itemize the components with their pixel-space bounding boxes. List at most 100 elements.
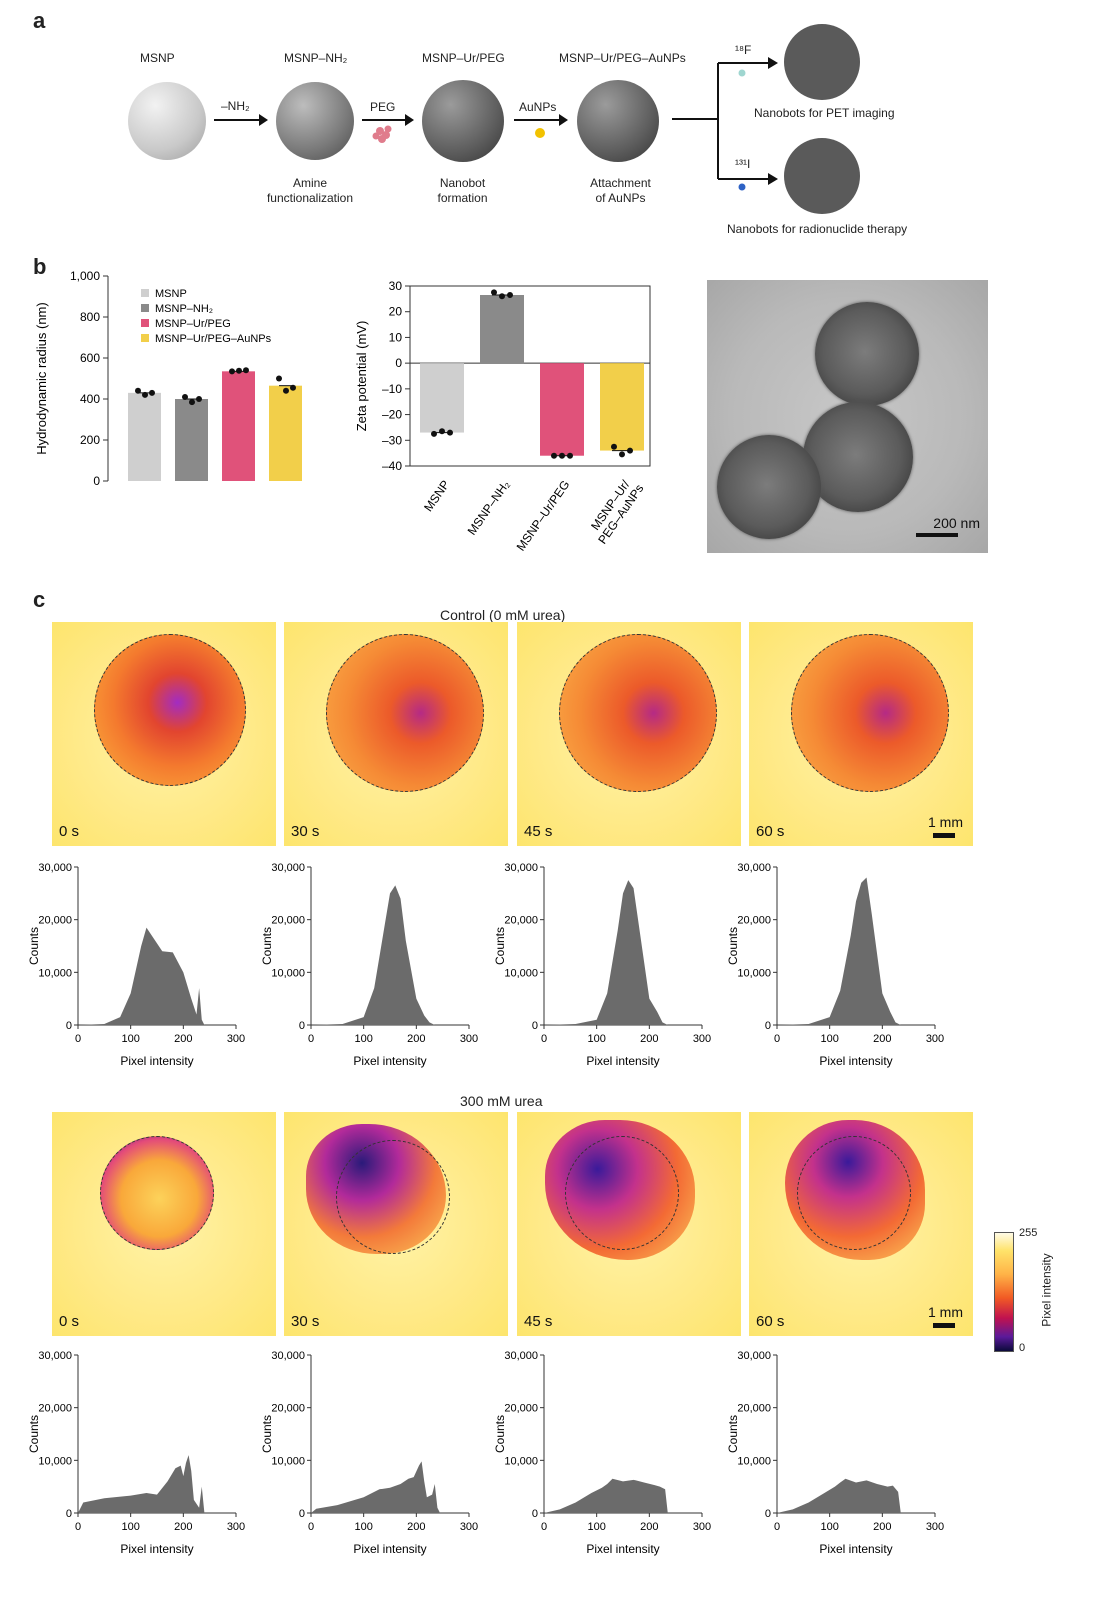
y-axis-label: Counts bbox=[27, 927, 41, 965]
x-tick-label: 100 bbox=[587, 1521, 605, 1533]
panel-letter-c: c bbox=[33, 587, 46, 612]
msnp-urpeg-aunps-sphere bbox=[577, 80, 659, 162]
urea-image-60s: 60 s 1 mm bbox=[749, 1112, 973, 1336]
colorbar-title: Pixel intensity bbox=[1039, 1253, 1054, 1327]
data-point bbox=[236, 367, 242, 374]
arrow-peg bbox=[362, 114, 414, 126]
y-tick-label: 30,000 bbox=[504, 1350, 538, 1362]
data-point bbox=[243, 367, 249, 374]
scale-label: 1 mm bbox=[928, 814, 963, 830]
isotope-f18-label: ¹⁸F bbox=[735, 43, 752, 57]
data-point bbox=[619, 451, 625, 458]
urea-image-45s: 45 s bbox=[517, 1112, 741, 1336]
histogram-0: 0 10,000 20,000 30,000 0 100 200 300 Counts Pixel… bbox=[27, 862, 245, 1068]
y-tick-label: 20,000 bbox=[504, 1403, 538, 1415]
step-label-aunps: Attachment of AuNPs bbox=[590, 176, 651, 205]
isotope-i131-label: ¹³¹I bbox=[735, 157, 751, 171]
arrow-aunps bbox=[514, 114, 568, 126]
y-tick-label: –20 bbox=[382, 408, 402, 422]
arrow-nh2 bbox=[214, 114, 268, 126]
y-axis-label: Counts bbox=[726, 927, 740, 965]
y-tick-label: 10,000 bbox=[271, 967, 305, 979]
category-label: MSNP bbox=[421, 478, 452, 514]
control-image-45s: 45 s bbox=[517, 622, 741, 846]
y-tick-label: 20 bbox=[389, 305, 403, 319]
x-tick-label: 0 bbox=[541, 1033, 547, 1045]
y-tick-label: –30 bbox=[382, 433, 402, 447]
x-tick-label: 100 bbox=[354, 1033, 372, 1045]
panel-letter-b: b bbox=[33, 254, 47, 279]
tem-particle bbox=[717, 435, 821, 539]
y-tick-label: 10,000 bbox=[38, 967, 72, 979]
histogram-area bbox=[78, 1455, 205, 1513]
y-tick-label: 10,000 bbox=[271, 1455, 305, 1467]
intensity-colorbar bbox=[994, 1232, 1014, 1352]
histogram-3: 0 10,000 20,000 30,000 0 100 200 300 Counts Pixel… bbox=[726, 862, 944, 1068]
bar bbox=[222, 371, 255, 481]
x-tick-label: 200 bbox=[873, 1033, 891, 1045]
y-tick-label: 0 bbox=[93, 474, 100, 488]
y-axis-label: Counts bbox=[493, 1415, 507, 1453]
arrow-label-peg: PEG bbox=[370, 100, 396, 114]
urea-image-0s: 0 s bbox=[52, 1112, 276, 1336]
y-tick-label: 30 bbox=[389, 279, 403, 293]
x-axis-label: Pixel intensity bbox=[819, 1054, 892, 1068]
histogram-area bbox=[544, 1478, 668, 1513]
y-axis-label: Counts bbox=[27, 1415, 41, 1453]
tem-particle bbox=[803, 402, 913, 512]
x-tick-label: 300 bbox=[460, 1521, 478, 1533]
x-tick-label: 200 bbox=[407, 1521, 425, 1533]
y-tick-label: 200 bbox=[80, 433, 100, 447]
tem-image: 200 nm bbox=[707, 280, 988, 553]
category-label: MSNP–Ur/PEG bbox=[514, 478, 573, 554]
data-point bbox=[135, 387, 141, 394]
y-tick-label: 10,000 bbox=[38, 1455, 72, 1467]
x-tick-label: 300 bbox=[693, 1033, 711, 1045]
bar bbox=[175, 399, 208, 481]
y-tick-label: 30,000 bbox=[504, 862, 538, 874]
data-point bbox=[283, 387, 289, 394]
bar bbox=[480, 295, 524, 364]
scale-bar bbox=[933, 833, 955, 838]
histogram-2: 0 10,000 20,000 30,000 0 100 200 300 Counts Pixel… bbox=[493, 1350, 711, 1556]
chart-hydrodynamic-radius: 0 200 400 600 800 1,000 Hydrodynamic radius (n… bbox=[34, 269, 302, 488]
y-tick-label: 30,000 bbox=[737, 1350, 771, 1362]
x-tick-label: 300 bbox=[460, 1033, 478, 1045]
y-tick-label: 10 bbox=[389, 330, 403, 344]
legend-label: MSNP–Ur/PEG bbox=[155, 318, 231, 330]
arrow-label-nh2: –NH₂ bbox=[221, 99, 250, 113]
stage-label-msnp-urpeg: MSNP–Ur/PEG bbox=[422, 51, 505, 65]
bar bbox=[420, 363, 464, 433]
legend-label: MSNP bbox=[155, 288, 187, 300]
tem-particle bbox=[815, 302, 919, 406]
plot-frame bbox=[409, 285, 651, 467]
arrow-label-aunps: AuNPs bbox=[519, 100, 557, 114]
y-tick-label: 20,000 bbox=[504, 915, 538, 927]
stage-label-msnp-urpeg-aunps: MSNP–Ur/PEG–AuNPs bbox=[559, 51, 686, 65]
histogram-1: 0 10,000 20,000 30,000 0 100 200 300 Counts Pixel… bbox=[260, 1350, 478, 1556]
histogram-area bbox=[78, 927, 205, 1025]
control-image-60s: 60 s 1 mm bbox=[749, 622, 973, 846]
x-tick-label: 0 bbox=[774, 1033, 780, 1045]
bar bbox=[128, 392, 161, 481]
x-tick-label: 300 bbox=[926, 1521, 944, 1533]
x-tick-label: 100 bbox=[354, 1521, 372, 1533]
y-tick-label: 20,000 bbox=[271, 1403, 305, 1415]
x-tick-label: 200 bbox=[174, 1521, 192, 1533]
x-tick-label: 0 bbox=[308, 1033, 314, 1045]
x-tick-label: 300 bbox=[926, 1033, 944, 1045]
fluorine-dot-icon bbox=[738, 69, 746, 77]
y-axis-label: Hydrodynamic radius (nm) bbox=[34, 302, 49, 454]
bar bbox=[269, 385, 302, 481]
urea-image-30s: 30 s bbox=[284, 1112, 508, 1336]
y-tick-label: 20,000 bbox=[38, 1403, 72, 1415]
x-tick-label: 100 bbox=[121, 1521, 139, 1533]
y-tick-label: 600 bbox=[80, 351, 100, 365]
y-tick-label: 1,000 bbox=[70, 269, 100, 283]
x-axis-label: Pixel intensity bbox=[586, 1054, 659, 1068]
x-axis-label: Pixel intensity bbox=[586, 1542, 659, 1556]
data-point bbox=[491, 289, 497, 296]
legend-label: MSNP–Ur/PEG–AuNPs bbox=[155, 333, 272, 345]
data-point bbox=[611, 443, 617, 450]
y-tick-label: 30,000 bbox=[38, 862, 72, 874]
